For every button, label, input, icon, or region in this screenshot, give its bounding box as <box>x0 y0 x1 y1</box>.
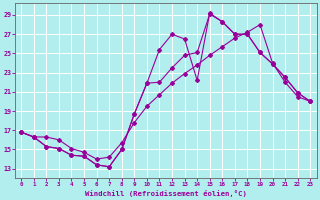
X-axis label: Windchill (Refroidissement éolien,°C): Windchill (Refroidissement éolien,°C) <box>85 190 247 197</box>
